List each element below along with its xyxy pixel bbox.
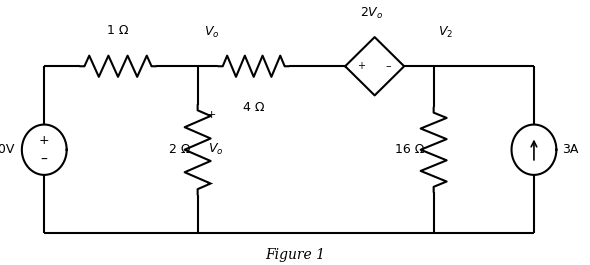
Text: –: – [41,153,48,167]
Text: 3A: 3A [562,143,579,156]
Text: 4 Ω: 4 Ω [243,101,264,114]
Text: $V_o$: $V_o$ [204,25,219,40]
Text: +: + [358,61,365,71]
Text: –: – [385,61,391,71]
Text: $V_2$: $V_2$ [438,25,454,40]
Text: +: + [39,134,50,147]
Text: $2V_o$: $2V_o$ [360,6,384,21]
Text: Figure 1: Figure 1 [265,248,325,262]
Text: 30V: 30V [0,143,15,156]
Text: –: – [206,178,213,191]
Text: 16 Ω: 16 Ω [395,143,425,156]
Text: +: + [206,111,216,121]
Text: 1 Ω: 1 Ω [107,24,129,37]
Text: $V_o$: $V_o$ [208,142,224,157]
Text: 2 Ω: 2 Ω [169,143,191,156]
